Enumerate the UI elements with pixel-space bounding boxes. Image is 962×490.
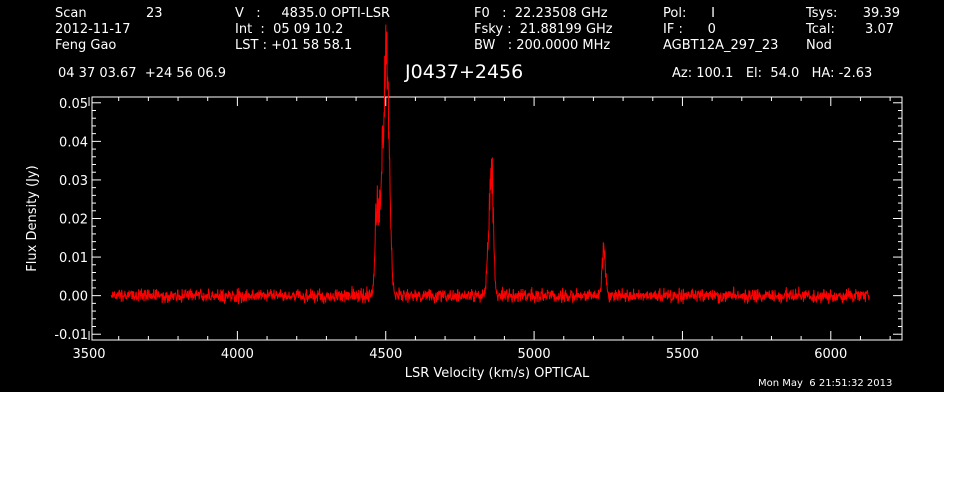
spectrum-line [110,24,870,305]
plot-timestamp: Mon May 6 21:51:32 2013 [758,378,893,389]
y-axis-label: Flux Density (Jy) [25,165,40,271]
integration-line: Int : 05 09 10.2 [235,22,344,37]
x-tick-label: 3500 [72,347,105,362]
y-tick-label: 0.04 [59,135,88,150]
labels-group: 3500 4000 4500 5000 5500 6000 -0.01 0.00 0.01 0.0… [25,97,847,381]
y-tick-label: 0.02 [59,213,88,228]
series-group [110,24,870,305]
tsys-value: 39.39 [862,6,900,21]
obs-mode: Nod [806,38,832,53]
fsky-line: Fsky : 21.88199 GHz [474,22,613,37]
source-coordinates: 04 37 03.67 +24 56 06.9 [58,66,227,81]
plot-panel: Scan 23 2012-11-17 Feng Gao V : 4835.0 O… [0,0,944,392]
tcal-label: Tcal: [806,22,835,37]
x-axis-label: LSR Velocity (km/s) OPTICAL [405,366,590,381]
tcal-value: 3.07 [865,22,894,37]
az-el-ha: Az: 100.1 El: 54.0 HA: -2.63 [672,66,873,81]
x-tick-label: 4000 [221,347,254,362]
x-tick-label: 4500 [369,347,402,362]
scan-value: 23 [146,6,163,21]
tsys-label: Tsys: [806,6,838,21]
scan-label: Scan [55,6,87,21]
x-tick-label: 5500 [666,347,699,362]
observer-name: Feng Gao [55,38,117,53]
y-tick-label: -0.01 [54,328,88,343]
if-line: IF : 0 [663,22,716,37]
x-tick-label: 5000 [518,347,551,362]
obs-date: 2012-11-17 [55,22,131,37]
y-tick-label: 0.05 [59,97,88,112]
lst-line: LST : +01 58 58.1 [235,38,353,53]
project-id: AGBT12A_297_23 [663,38,779,53]
f0-line: F0 : 22.23508 GHz [474,6,608,21]
plot-frame [91,96,903,341]
y-tick-label: 0.03 [59,174,88,189]
spectrum-chart: 3500 4000 4500 5000 5500 6000 -0.01 0.00 0.01 0.0… [25,24,903,381]
y-tick-label: 0.00 [59,290,88,305]
pol-line: Pol: I [663,6,715,21]
bandwidth-line: BW : 200.0000 MHz [474,38,611,53]
source-name: J0437+2456 [405,61,524,83]
x-tick-label: 6000 [814,347,847,362]
axes-group [88,96,903,341]
y-tick-label: 0.01 [59,251,88,266]
velocity-line: V : 4835.0 OPTI-LSR [235,6,391,21]
